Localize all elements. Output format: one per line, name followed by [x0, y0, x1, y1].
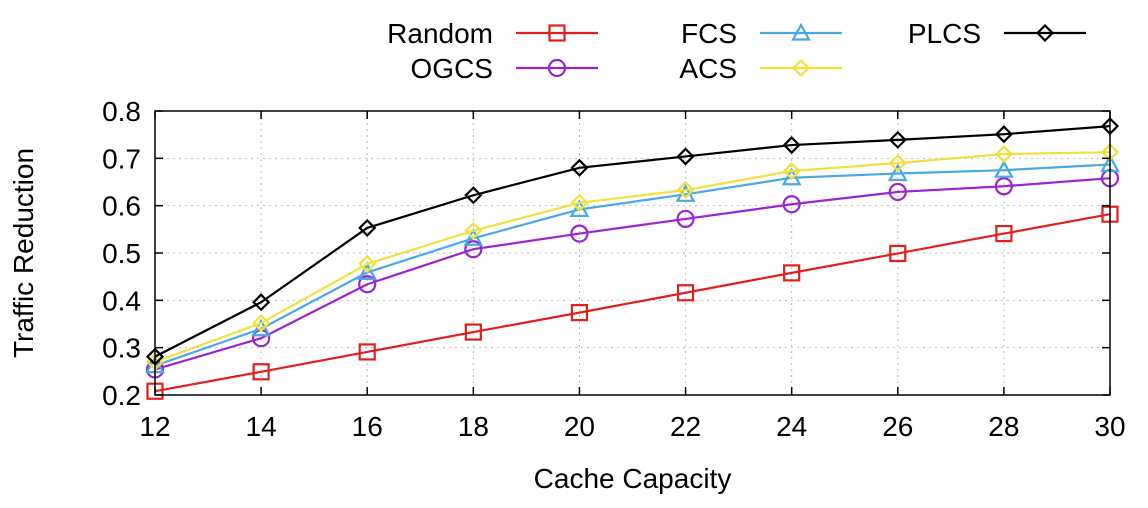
- data-point-random: [464, 323, 482, 341]
- data-point-plcs: [782, 136, 801, 155]
- data-point-fcs: [569, 199, 590, 218]
- series-layer: [145, 117, 1120, 400]
- data-point-fcs: [887, 163, 908, 182]
- data-point-acs: [676, 180, 695, 200]
- data-point-plcs: [570, 158, 589, 177]
- y-tick-label: 0.6: [102, 191, 141, 222]
- legend-label: PLCS: [908, 18, 981, 49]
- x-tick-label: 24: [776, 411, 807, 442]
- x-tick-label: 30: [1094, 411, 1125, 442]
- y-tick-label: 0.3: [102, 333, 141, 364]
- y-tick-label: 0.7: [102, 143, 141, 174]
- x-tick-label: 26: [882, 411, 913, 442]
- legend-label: FCS: [681, 18, 737, 49]
- series-line-acs: [154, 151, 1111, 363]
- data-point-acs: [888, 154, 907, 173]
- data-point-fcs: [781, 167, 802, 186]
- series-plcs: [145, 117, 1120, 366]
- data-point-plcs: [464, 186, 483, 205]
- x-tick-label: 14: [246, 411, 277, 442]
- legend-marker-ogcs: [547, 58, 567, 78]
- data-point-plcs: [994, 125, 1013, 144]
- y-tick-label: 0.2: [102, 380, 141, 411]
- legend-marker-fcs: [791, 22, 811, 41]
- x-tick-label: 12: [139, 411, 170, 442]
- data-point-random: [252, 363, 270, 381]
- series-line-ogcs: [154, 177, 1111, 371]
- data-point-ogcs: [888, 182, 907, 202]
- data-point-ogcs: [358, 275, 377, 294]
- data-point-ogcs: [464, 240, 483, 259]
- legend-item-ogcs: OGCS: [411, 53, 598, 84]
- data-point-ogcs: [676, 209, 695, 229]
- data-point-fcs: [357, 262, 378, 281]
- data-point-ogcs: [994, 177, 1013, 196]
- data-point-ogcs: [782, 195, 801, 214]
- axis-ticks: 0.2 0.3 0.4 0.5 0.6 0.7 0.8 12 14 16 18 20 22 24 26 28 3…: [102, 96, 1126, 442]
- legend-item-acs: ACS: [679, 53, 842, 84]
- y-tick-label: 0.5: [102, 238, 141, 269]
- data-point-random: [570, 304, 589, 322]
- x-tick-label: 22: [670, 411, 701, 442]
- data-point-acs: [570, 193, 589, 212]
- legend-item-random: Random: [387, 18, 598, 49]
- data-point-random: [783, 264, 801, 282]
- grid: [155, 111, 1110, 395]
- data-point-plcs: [888, 130, 907, 149]
- x-axis-label: Cache Capacity: [534, 463, 732, 494]
- y-tick-label: 0.4: [102, 285, 141, 316]
- data-point-acs: [358, 254, 377, 273]
- legend: Random OGCS FCS ACS PLCS: [387, 18, 1086, 84]
- data-point-fcs: [463, 228, 484, 246]
- x-tick-label: 16: [352, 411, 383, 442]
- data-point-plcs: [358, 218, 377, 237]
- series-line-random: [154, 213, 1111, 393]
- legend-marker-random: [548, 24, 566, 42]
- data-point-acs: [464, 221, 483, 240]
- data-point-random: [889, 244, 907, 263]
- data-point-plcs: [676, 147, 695, 166]
- y-tick-label: 0.8: [102, 96, 141, 127]
- x-tick-label: 20: [564, 411, 595, 442]
- data-point-random: [995, 224, 1013, 243]
- data-point-acs: [252, 313, 271, 333]
- series-line-plcs: [154, 125, 1111, 358]
- data-point-fcs: [994, 159, 1014, 178]
- legend-marker-acs: [791, 58, 811, 78]
- legend-marker-plcs: [1035, 23, 1055, 43]
- legend-label: Random: [387, 18, 493, 49]
- x-tick-label: 18: [458, 411, 489, 442]
- data-point-plcs: [252, 293, 271, 312]
- legend-item-plcs: PLCS: [908, 18, 1086, 49]
- data-point-random: [358, 343, 376, 361]
- x-tick-label: 28: [988, 411, 1019, 442]
- series-random: [146, 205, 1119, 400]
- legend-label: OGCS: [411, 53, 493, 84]
- data-point-acs: [994, 145, 1013, 164]
- series-acs: [145, 143, 1120, 371]
- data-point-ogcs: [570, 224, 589, 243]
- data-point-random: [676, 284, 695, 302]
- data-point-acs: [782, 162, 801, 181]
- series-line-fcs: [154, 163, 1111, 367]
- legend-item-fcs: FCS: [681, 18, 842, 49]
- y-axis-label: Traffic Reduction: [8, 148, 39, 358]
- legend-label: ACS: [679, 53, 737, 84]
